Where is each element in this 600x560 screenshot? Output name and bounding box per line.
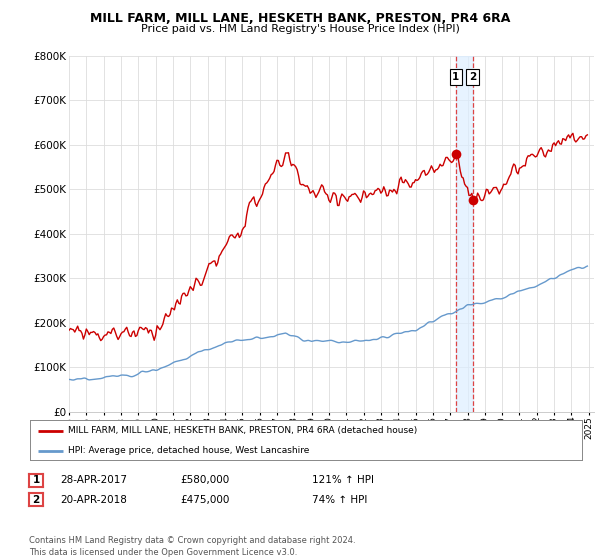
Text: 1: 1 — [452, 72, 460, 82]
Text: £580,000: £580,000 — [180, 475, 229, 486]
Text: 2: 2 — [32, 494, 40, 505]
Text: MILL FARM, MILL LANE, HESKETH BANK, PRESTON, PR4 6RA (detached house): MILL FARM, MILL LANE, HESKETH BANK, PRES… — [68, 426, 417, 435]
Text: £475,000: £475,000 — [180, 494, 229, 505]
Text: 74% ↑ HPI: 74% ↑ HPI — [312, 494, 367, 505]
Bar — [456, 56, 473, 412]
Text: MILL FARM, MILL LANE, HESKETH BANK, PRESTON, PR4 6RA: MILL FARM, MILL LANE, HESKETH BANK, PRES… — [90, 12, 510, 25]
Text: 28-APR-2017: 28-APR-2017 — [60, 475, 127, 486]
Text: HPI: Average price, detached house, West Lancashire: HPI: Average price, detached house, West… — [68, 446, 309, 455]
Text: 121% ↑ HPI: 121% ↑ HPI — [312, 475, 374, 486]
Text: Price paid vs. HM Land Registry's House Price Index (HPI): Price paid vs. HM Land Registry's House … — [140, 24, 460, 34]
Text: 1: 1 — [32, 475, 40, 486]
Text: Contains HM Land Registry data © Crown copyright and database right 2024.
This d: Contains HM Land Registry data © Crown c… — [29, 536, 355, 557]
Text: 20-APR-2018: 20-APR-2018 — [60, 494, 127, 505]
Text: 2: 2 — [469, 72, 476, 82]
